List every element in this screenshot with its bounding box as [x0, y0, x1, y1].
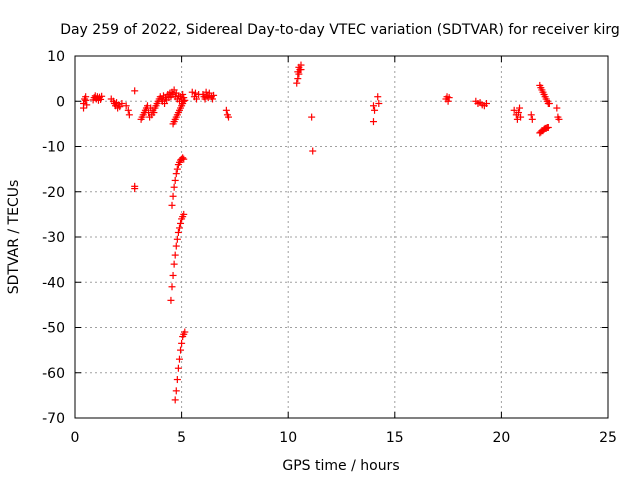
y-tick-label: 10 [47, 49, 65, 65]
y-tick-label: -60 [42, 366, 65, 382]
y-tick-label: -70 [42, 411, 65, 427]
data-point [177, 346, 185, 354]
data-point [131, 87, 139, 95]
data-point [131, 185, 139, 193]
data-point [180, 97, 188, 105]
x-tick-label: 10 [279, 430, 297, 446]
data-point [168, 283, 176, 291]
data-point [181, 328, 189, 336]
data-point [193, 95, 201, 103]
data-point [369, 118, 377, 126]
data-point [294, 75, 302, 83]
y-tick-label: -10 [42, 140, 65, 156]
data-point [202, 88, 210, 96]
axis-ticks: 0 5 10 15 20 25 10 0 -10 -20 -30 -40 -50 -60 -70 [42, 49, 617, 446]
y-tick-label: 0 [56, 94, 65, 110]
data-point [210, 91, 218, 99]
data-point [222, 106, 230, 114]
data-point [374, 93, 382, 101]
data-point [150, 109, 158, 117]
x-tick-label: 0 [71, 430, 80, 446]
data-point [544, 123, 552, 131]
x-tick-label: 5 [177, 430, 186, 446]
data-point [171, 396, 179, 404]
data-point [527, 111, 535, 119]
data-point [204, 94, 212, 102]
data-point [170, 183, 178, 191]
y-axis-title: SDTVAR / TECUs [6, 180, 22, 295]
data-point [175, 355, 183, 363]
data-point [517, 113, 525, 121]
data-point [83, 101, 91, 109]
data-point [174, 228, 182, 236]
data-point [173, 165, 181, 173]
data-point [171, 251, 179, 259]
data-point [294, 68, 302, 76]
data-point [371, 106, 379, 114]
data-point [174, 364, 182, 372]
data-point [445, 94, 453, 102]
data-point [169, 271, 177, 279]
data-point [181, 96, 189, 104]
data-point [82, 96, 90, 104]
data-point [180, 155, 188, 163]
data-point [172, 170, 180, 178]
data-point [510, 106, 518, 114]
data-point [555, 115, 563, 123]
data-point [168, 201, 176, 209]
data-point [173, 235, 181, 243]
data-point [97, 95, 105, 103]
data-point [179, 90, 187, 98]
data-point [178, 339, 186, 347]
x-tick-label: 15 [386, 430, 404, 446]
data-point [125, 111, 133, 119]
x-tick-label: 20 [492, 430, 510, 446]
x-tick-label: 25 [599, 430, 617, 446]
data-point [516, 104, 524, 112]
data-point [172, 387, 180, 395]
chart-title: Day 259 of 2022, Sidereal Day-to-day VTE… [60, 22, 620, 38]
data-point [122, 102, 130, 110]
x-axis-title: GPS time / hours [282, 458, 399, 474]
data-point [444, 97, 452, 105]
data-point [293, 79, 301, 87]
data-point [98, 92, 106, 100]
data-point [172, 242, 180, 250]
data-point [188, 88, 196, 96]
data-point [177, 219, 185, 227]
y-tick-label: -40 [42, 275, 65, 291]
data-points [80, 61, 563, 404]
data-point [528, 115, 536, 123]
y-tick-label: -50 [42, 321, 65, 337]
grid [75, 56, 608, 418]
data-point [167, 296, 175, 304]
data-point [118, 100, 126, 108]
data-point [180, 210, 188, 218]
data-point [369, 102, 377, 110]
data-point [175, 224, 183, 232]
data-point [171, 176, 179, 184]
data-point [225, 113, 233, 121]
y-tick-label: -20 [42, 185, 65, 201]
data-point [308, 113, 316, 121]
data-point [482, 100, 490, 108]
data-point [161, 100, 169, 108]
y-tick-label: -30 [42, 230, 65, 246]
data-point [309, 147, 317, 155]
data-point [553, 104, 561, 112]
data-point [191, 89, 199, 97]
data-point [375, 100, 383, 108]
data-point [124, 106, 132, 114]
data-point [205, 89, 213, 97]
data-point [179, 154, 187, 162]
data-point [169, 192, 177, 200]
data-point [209, 95, 217, 103]
data-point [545, 100, 553, 108]
data-point [170, 260, 178, 268]
data-point [173, 376, 181, 384]
data-point [514, 109, 522, 117]
